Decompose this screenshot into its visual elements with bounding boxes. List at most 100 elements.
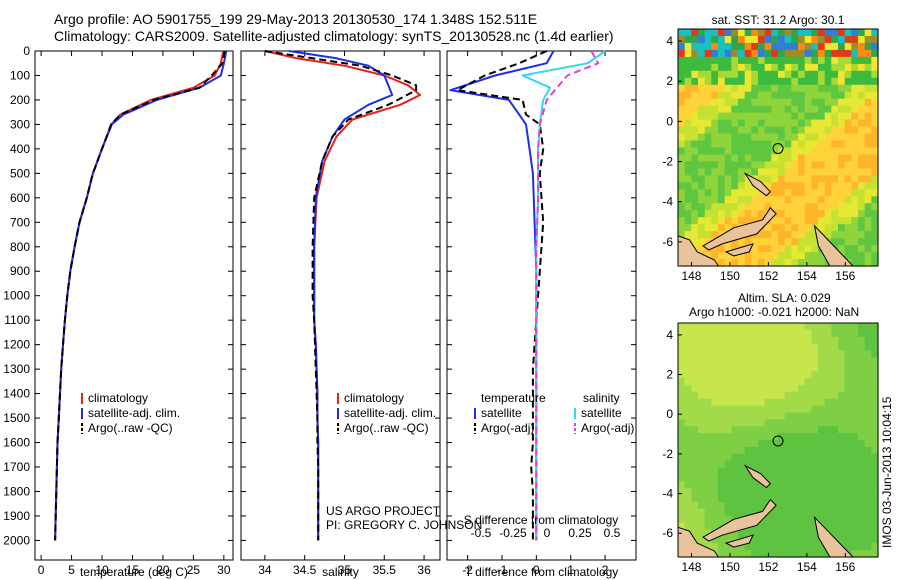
sst-map-cell <box>744 29 752 37</box>
sla-map-cell <box>718 357 726 365</box>
salinity-xlabel: salinity <box>322 565 359 579</box>
sla-map-cell <box>811 529 819 537</box>
sst-map-cell <box>804 224 812 232</box>
sla-map-cell <box>711 453 719 462</box>
sst-map-cell <box>744 98 752 107</box>
sla-map-cell <box>871 384 879 393</box>
depth-tick-label: 1100 <box>4 313 30 327</box>
sst-map-cell <box>851 238 859 246</box>
sla-map-cell <box>684 391 692 400</box>
sst-map-cell <box>718 196 726 204</box>
sst-map-cell <box>824 147 832 156</box>
sla-map-cell <box>731 481 739 489</box>
sla-map-cell <box>724 350 732 358</box>
sst-map-cell <box>824 126 832 135</box>
sla-map-cell <box>811 412 819 420</box>
sla-map-cell <box>711 391 719 400</box>
sla-map-cell <box>864 481 872 489</box>
sla-map-cell <box>698 467 706 475</box>
sst-map-cell <box>724 112 732 121</box>
sla-map-cell <box>811 357 819 365</box>
sst-map-cell <box>864 182 872 190</box>
sst-map-cell <box>798 91 806 100</box>
sst-map-cell <box>824 189 832 197</box>
sst-map-cell <box>791 56 799 65</box>
sst-map-cell <box>784 126 792 135</box>
sst-map-cell <box>771 91 779 100</box>
sla-map-cell <box>731 412 739 420</box>
sst-map-cell <box>771 42 779 51</box>
sst-map-cell <box>838 98 846 107</box>
sst-map-cell <box>678 63 686 72</box>
sst-map-cell <box>698 42 706 51</box>
sst-map-cell <box>844 36 852 44</box>
sla-map-cell <box>824 433 832 441</box>
sst-map-cell <box>771 245 779 253</box>
sla-map-cell <box>758 343 766 352</box>
sla-map-cell <box>751 426 759 434</box>
sst-map-cell <box>824 77 832 86</box>
sla-map-cell <box>724 405 732 414</box>
depth-tick-label: 1600 <box>3 436 30 450</box>
sla-map-cell <box>844 474 852 482</box>
sla-map-cell <box>691 453 699 462</box>
sla-map-cell <box>864 405 872 414</box>
sla-map-cell <box>838 467 846 475</box>
sst-map-cell <box>731 189 739 197</box>
sla-map-cell <box>871 378 879 386</box>
sla-map-cell <box>751 446 759 455</box>
sst-map-cell <box>764 154 772 163</box>
sla-map-cell <box>731 336 739 345</box>
sla-map-cell <box>831 501 839 510</box>
sst-map-cell <box>811 203 819 211</box>
sst-map-cell <box>804 196 812 204</box>
sst-map-cell <box>851 112 859 121</box>
sla-map-cell <box>798 419 806 427</box>
sla-map-cell <box>751 336 759 345</box>
sla-map-cell <box>698 440 706 448</box>
sst-map-cell <box>758 140 766 149</box>
sla-map-cell <box>724 329 732 338</box>
sst-map-xtick-label: 156 <box>835 269 855 283</box>
sst-map-cell <box>864 63 872 72</box>
sst-map-cell <box>858 29 866 37</box>
sla-map-cell <box>698 508 706 517</box>
sst-map-cell <box>858 168 866 176</box>
sla-map-cell <box>698 419 706 427</box>
sla-map-cell <box>811 336 819 345</box>
sst-map-cell <box>844 196 852 204</box>
sla-map-cell <box>824 412 832 420</box>
sst-map-cell <box>758 154 766 163</box>
sst-map-cell <box>818 63 826 72</box>
sst-map-cell <box>771 70 779 79</box>
sst-map-cell <box>758 161 766 169</box>
sla-map-cell <box>858 384 866 393</box>
sst-map-cell <box>758 42 766 51</box>
sst-map-cell <box>864 119 872 128</box>
temperature-xtick-label: 5 <box>68 563 75 577</box>
sst-map-cell <box>791 63 799 72</box>
sst-map-cell <box>731 56 739 65</box>
sla-map-cell <box>678 433 686 441</box>
sla-map-cell <box>818 550 826 558</box>
sst-map-cell <box>711 210 719 218</box>
sst-map-cell <box>724 175 732 183</box>
sla-map-cell <box>684 481 692 489</box>
sst-map-cell <box>771 203 779 211</box>
sst-map-cell <box>718 189 726 197</box>
sst-map-cell <box>691 168 699 176</box>
sst-map-cell <box>678 224 686 232</box>
sla-map-cell <box>724 446 732 455</box>
sst-map-cell <box>704 203 712 211</box>
sla-map-cell <box>744 350 752 358</box>
sla-map-cell <box>798 405 806 414</box>
sst-map-cell <box>784 70 792 79</box>
sla-map-cell <box>864 426 872 434</box>
depth-tick-label: 1900 <box>3 509 30 523</box>
sla-map-cell <box>711 488 719 496</box>
sla-map-cell <box>691 529 699 537</box>
sla-map-cell <box>831 495 839 503</box>
sla-map-argo-position-marker <box>772 435 784 447</box>
sla-map-cell <box>811 323 819 331</box>
sla-map-cell <box>811 481 819 489</box>
